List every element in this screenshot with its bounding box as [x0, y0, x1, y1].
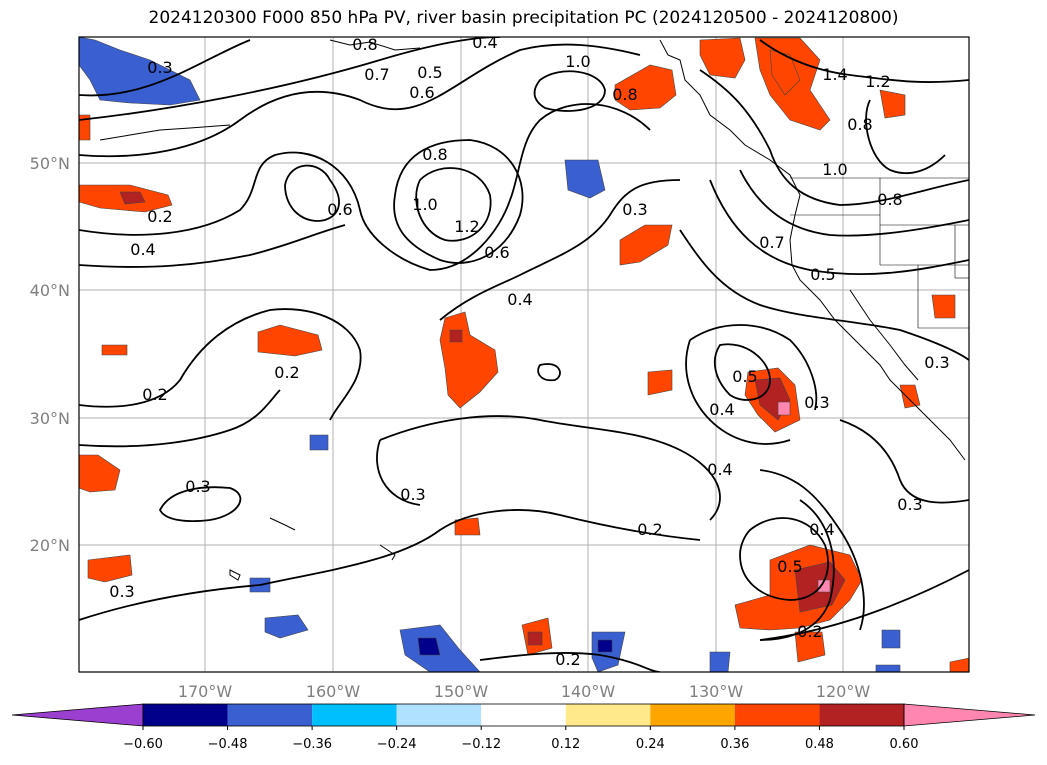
lon-label: 160°W — [306, 682, 361, 701]
colorbar-tick-label: −0.24 — [377, 737, 417, 752]
colorbar: −0.60 −0.48 −0.36 −0.24 −0.12 0.12 0.24 0.36 0.4… — [11, 703, 1036, 752]
colorbar-tick-label: −0.60 — [123, 737, 163, 752]
contour-label: 0.8 — [422, 145, 447, 164]
lat-label: 20°N — [30, 536, 70, 555]
contour-label: 1.4 — [822, 65, 847, 84]
colorbar-tick-label: 0.60 — [890, 737, 919, 752]
colorbar-tick-label: −0.12 — [461, 737, 501, 752]
coastlines — [99, 39, 966, 581]
colorbar-extend-high — [903, 703, 1036, 727]
map-panel: 0.8 0.4 0.7 0.6 0.5 1.0 0.8 1.4 1.2 0.8 … — [79, 33, 969, 672]
lon-label: 150°W — [434, 682, 489, 701]
contour-label: 0.6 — [409, 83, 434, 102]
contour-label: 0.4 — [709, 400, 734, 419]
contour-label: 0.2 — [147, 207, 172, 226]
contour-label: 0.5 — [417, 63, 442, 82]
contour-label: 0.2 — [142, 385, 167, 404]
colorbar-tick-label: 0.36 — [720, 737, 749, 752]
contour-label: 0.2 — [797, 622, 822, 641]
colorbar-segment — [396, 704, 482, 726]
contour-label: 0.5 — [732, 367, 757, 386]
contour-label: 1.0 — [565, 52, 590, 71]
contour-label: 0.7 — [759, 233, 784, 252]
contour-label: 0.3 — [897, 495, 922, 514]
latitude-labels: 50°N 40°N 30°N 20°N — [30, 154, 70, 555]
lon-label: 130°W — [689, 682, 744, 701]
contour-label: 1.0 — [822, 160, 847, 179]
colorbar-tick-label: 0.48 — [805, 737, 834, 752]
map-title: 2024120300 F000 850 hPa PV, river basin … — [148, 8, 899, 28]
lon-label: 120°W — [816, 682, 871, 701]
contour-label: 0.6 — [327, 200, 352, 219]
lat-label: 40°N — [30, 281, 70, 300]
pv-contour-labels: 0.8 0.4 0.7 0.6 0.5 1.0 0.8 1.4 1.2 0.8 … — [109, 33, 949, 669]
precip-negative-fill — [79, 37, 901, 672]
contour-label: 0.3 — [622, 200, 647, 219]
colorbar-segment — [819, 704, 904, 726]
map-frame — [78, 36, 970, 673]
contour-label: 1.2 — [454, 217, 479, 236]
contour-label: 0.2 — [637, 520, 662, 539]
colorbar-extend-low — [11, 703, 144, 727]
contour-label: 0.3 — [924, 353, 949, 372]
contour-label: 0.8 — [847, 115, 872, 134]
colorbar-segment — [143, 704, 228, 726]
colorbar-segment — [565, 704, 651, 726]
contour-label: 0.7 — [364, 65, 389, 84]
borders — [790, 177, 969, 329]
contour-label: 0.4 — [707, 460, 732, 479]
lon-label: 140°W — [561, 682, 616, 701]
precip-positive-fill — [79, 37, 969, 672]
colorbar-segment — [481, 704, 566, 726]
contour-label: 0.5 — [777, 557, 802, 576]
lat-label: 50°N — [30, 154, 70, 173]
contour-label: 0.3 — [400, 485, 425, 504]
contour-label: 0.4 — [472, 33, 497, 52]
contour-label: 0.3 — [147, 58, 172, 77]
contour-label: 0.8 — [877, 190, 902, 209]
contour-label: 0.2 — [274, 363, 299, 382]
colorbar-tick-label: 0.24 — [636, 737, 665, 752]
contour-label: 1.0 — [412, 195, 437, 214]
contour-label: 0.4 — [809, 520, 834, 539]
colorbar-tick-label: 0.12 — [551, 737, 580, 752]
contour-label: 0.3 — [185, 477, 210, 496]
contour-label: 0.3 — [109, 582, 134, 601]
contour-label: 1.2 — [865, 72, 890, 91]
lat-label: 30°N — [30, 409, 70, 428]
colorbar-segment — [734, 704, 820, 726]
contour-label: 0.4 — [130, 240, 155, 259]
contour-label: 0.4 — [507, 290, 532, 309]
contour-label: 0.3 — [804, 393, 829, 412]
colorbar-tick-label: −0.48 — [208, 737, 248, 752]
colorbar-segment — [227, 704, 313, 726]
pv-contours — [79, 37, 969, 672]
contour-label: 0.8 — [352, 35, 377, 54]
colorbar-frame — [142, 703, 905, 727]
contour-label: 0.5 — [810, 265, 835, 284]
lon-label: 170°W — [178, 682, 233, 701]
contour-label: 0.2 — [555, 650, 580, 669]
colorbar-segment — [650, 704, 735, 726]
colorbar-tick-label: −0.36 — [292, 737, 332, 752]
contour-label: 0.8 — [612, 85, 637, 104]
contour-label: 0.6 — [484, 243, 509, 262]
colorbar-segment — [312, 704, 397, 726]
longitude-labels: 170°W 160°W 150°W 140°W 130°W 120°W — [178, 682, 871, 701]
